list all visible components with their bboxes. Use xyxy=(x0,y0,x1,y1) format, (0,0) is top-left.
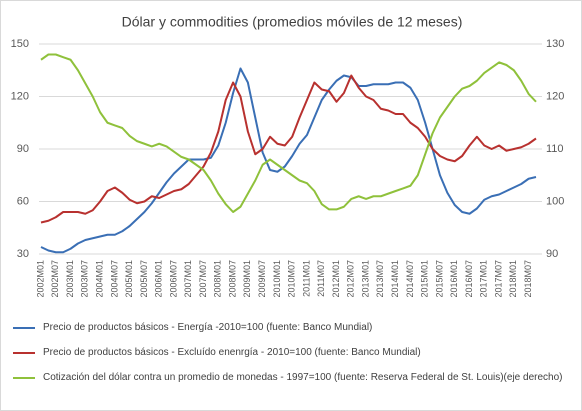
x-tick-label: 2017M07 xyxy=(493,260,503,298)
y-tick-label: 30 xyxy=(17,248,29,260)
x-tick-label: 2014M01 xyxy=(390,260,400,298)
legend-label: Cotización del dólar contra un promedio … xyxy=(43,372,563,383)
x-tick-label: 2010M01 xyxy=(272,260,282,298)
x-tick-label: 2015M01 xyxy=(420,260,430,298)
x-tick-label: 2007M01 xyxy=(183,260,193,298)
x-tick-label: 2002M07 xyxy=(50,260,60,298)
x-tick-label: 2005M07 xyxy=(139,260,149,298)
x-tick-label: 2003M01 xyxy=(65,260,75,298)
x-tick-label: 2009M07 xyxy=(257,260,267,298)
y2-tick-label: 120 xyxy=(546,90,564,102)
x-tick-label: 2015M07 xyxy=(434,260,444,298)
y-tick-label: 120 xyxy=(11,90,29,102)
legend-label: Precio de productos básicos - Energía -2… xyxy=(43,322,373,333)
chart: Dólar y commodities (promedios móviles d… xyxy=(11,14,565,298)
x-tick-label: 2014M07 xyxy=(405,260,415,298)
y2-tick-label: 110 xyxy=(546,143,564,155)
x-tick-label: 2002M01 xyxy=(35,260,45,298)
line-series xyxy=(40,67,537,254)
x-tick-label: 2004M01 xyxy=(94,260,104,298)
x-tick-label: 2018M01 xyxy=(508,260,518,298)
x-tick-label: 2012M07 xyxy=(346,260,356,298)
x-tick-label: 2016M07 xyxy=(464,260,474,298)
x-tick-label: 2007M07 xyxy=(198,260,208,298)
x-tick-label: 2018M07 xyxy=(523,260,533,298)
x-tick-label: 2008M07 xyxy=(227,260,237,298)
x-tick-label: 2008M01 xyxy=(213,260,223,298)
legend-entry: Cotización del dólar contra un promedio … xyxy=(9,371,569,384)
x-tick-label: 2013M07 xyxy=(375,260,385,298)
y2-tick-label: 90 xyxy=(546,248,558,260)
x-tick-label: 2009M01 xyxy=(242,260,252,298)
y-tick-label: 90 xyxy=(17,143,29,155)
legend-swatch xyxy=(13,377,35,379)
x-tick-label: 2011M01 xyxy=(301,260,311,297)
x-tick-label: 2010M07 xyxy=(287,260,297,298)
x-tick-label: 2006M07 xyxy=(168,260,178,298)
legend-label: Precio de productos básicos - Excluído e… xyxy=(43,347,421,358)
y-tick-label: 60 xyxy=(17,195,29,207)
x-tick-label: 2003M07 xyxy=(80,260,90,298)
x-tick-label: 2004M07 xyxy=(109,260,119,298)
y2-tick-label: 130 xyxy=(546,38,564,50)
line-series xyxy=(40,74,537,224)
line-series xyxy=(40,53,537,213)
y2-tick-label: 100 xyxy=(546,195,564,207)
chart-title: Dólar y commodities (promedios móviles d… xyxy=(122,14,463,30)
legend-swatch xyxy=(13,352,35,354)
x-tick-label: 2016M01 xyxy=(449,260,459,298)
x-tick-label: 2017M01 xyxy=(479,260,489,298)
y-tick-label: 150 xyxy=(11,38,29,50)
x-tick-label: 2011M07 xyxy=(316,260,326,297)
x-tick-label: 2005M01 xyxy=(124,260,134,298)
legend-entry: Precio de productos básicos - Energía -2… xyxy=(9,321,569,334)
x-tick-label: 2013M01 xyxy=(360,260,370,298)
legend-entry: Precio de productos básicos - Excluído e… xyxy=(9,346,569,359)
legend-swatch xyxy=(13,327,35,329)
x-tick-label: 2006M01 xyxy=(154,260,164,298)
x-tick-label: 2012M01 xyxy=(331,260,341,298)
